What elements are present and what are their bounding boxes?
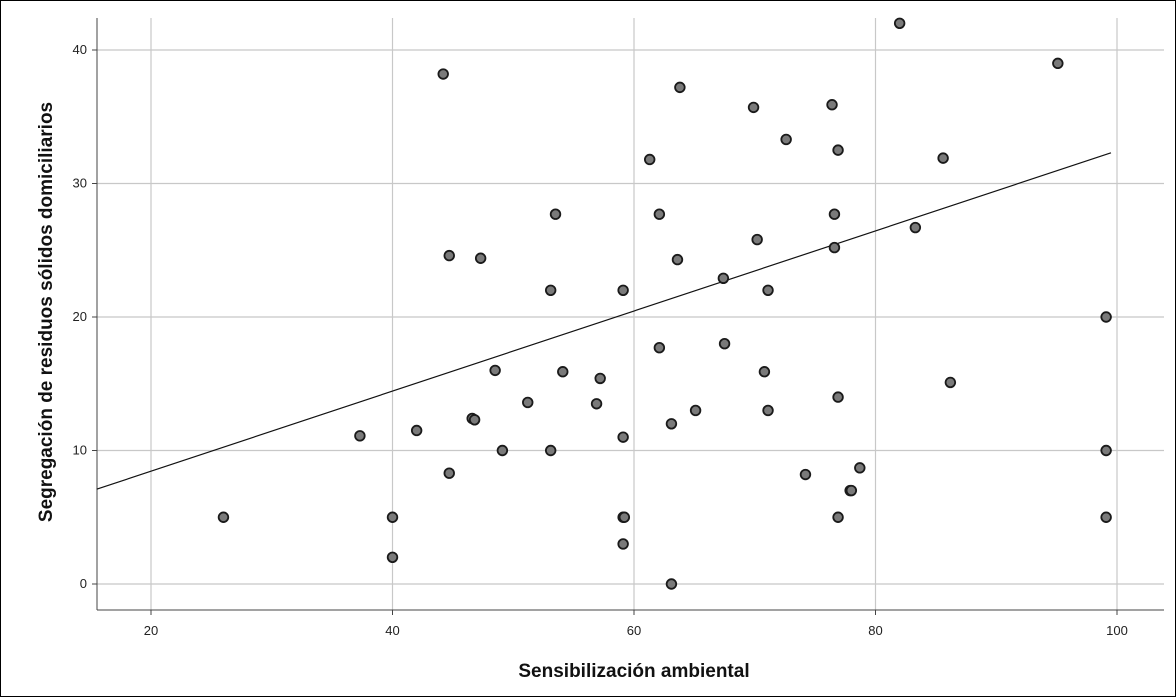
data-point xyxy=(354,430,366,442)
data-point xyxy=(474,252,487,264)
data-point xyxy=(758,366,771,378)
fit-line xyxy=(96,152,1112,490)
data-point xyxy=(410,424,423,437)
data-point xyxy=(443,467,455,479)
data-point xyxy=(386,511,399,523)
gridlines xyxy=(97,18,1164,610)
data-points xyxy=(217,17,1112,590)
x-tick-label: 80 xyxy=(868,623,882,638)
data-point xyxy=(751,233,763,246)
data-point xyxy=(832,144,844,156)
data-point xyxy=(828,208,841,220)
data-point xyxy=(617,284,629,297)
y-axis-title: Segregación de residuos sólidos domicili… xyxy=(36,102,57,522)
data-point xyxy=(594,372,606,385)
data-point xyxy=(893,17,906,30)
data-point xyxy=(944,376,957,389)
data-point xyxy=(653,342,666,354)
data-point xyxy=(832,391,844,403)
data-point xyxy=(762,284,774,297)
data-point xyxy=(590,398,603,410)
data-point xyxy=(1100,311,1112,323)
data-point xyxy=(1100,511,1112,523)
data-point xyxy=(549,208,562,220)
data-point xyxy=(217,511,230,523)
data-point xyxy=(671,253,684,266)
data-point xyxy=(845,484,858,497)
data-point xyxy=(854,462,866,474)
data-point xyxy=(762,404,774,417)
data-point xyxy=(1052,57,1064,70)
data-point xyxy=(832,511,844,523)
tick-labels: 20 40 60 80 100 0 10 20 30 40 xyxy=(73,42,1128,638)
data-point xyxy=(828,241,841,254)
axes xyxy=(92,18,1164,615)
data-point xyxy=(799,468,812,481)
data-point xyxy=(780,133,792,146)
y-tick-label: 20 xyxy=(73,309,87,324)
data-point xyxy=(909,221,922,234)
data-point xyxy=(386,551,399,564)
data-point xyxy=(717,272,730,284)
data-point xyxy=(665,418,678,430)
x-tick-label: 100 xyxy=(1106,623,1128,638)
data-point xyxy=(718,338,731,350)
data-point xyxy=(653,208,666,220)
x-tick-label: 40 xyxy=(385,623,399,638)
data-point xyxy=(826,99,838,111)
data-point xyxy=(522,396,534,409)
data-point xyxy=(617,431,629,443)
data-point xyxy=(618,511,631,523)
x-tick-label: 20 xyxy=(144,623,158,638)
data-point xyxy=(443,249,455,262)
data-point xyxy=(689,404,702,417)
data-point xyxy=(674,81,686,94)
data-point xyxy=(617,538,629,550)
data-point xyxy=(747,101,760,114)
data-point xyxy=(937,152,949,164)
data-point xyxy=(665,578,678,590)
y-tick-label: 10 xyxy=(73,443,87,458)
data-point xyxy=(496,444,509,457)
data-point xyxy=(643,153,656,166)
data-point xyxy=(544,284,557,297)
x-tick-label: 60 xyxy=(627,623,641,638)
data-point xyxy=(557,366,569,378)
data-point xyxy=(437,68,449,80)
regression-line xyxy=(96,152,1112,490)
data-point xyxy=(1100,444,1112,457)
x-axis-title: Sensibilización ambiental xyxy=(518,661,749,682)
y-tick-label: 40 xyxy=(73,42,87,57)
data-point xyxy=(544,444,557,457)
data-point xyxy=(489,364,501,377)
y-tick-label: 0 xyxy=(80,576,87,591)
y-tick-label: 30 xyxy=(73,176,87,191)
data-point xyxy=(468,414,481,426)
